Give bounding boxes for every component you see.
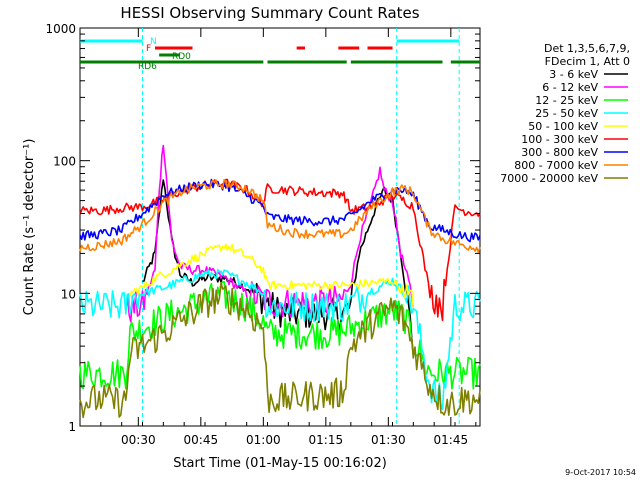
flag-label-f: F [146,44,151,54]
x-tick-label-4: 01:30 [371,433,406,447]
legend-entry-label-2: 12 - 25 keV [535,94,598,107]
series-line-4 [129,243,415,309]
flag-layer: NF RD0 RD6 [80,37,480,72]
x-tick-label-0: 00:30 [121,433,156,447]
series-line-6 [79,178,481,243]
x-axis-label: Start Time (01-May-15 00:16:02) [173,456,387,471]
legend-header-line1: Det 1,3,5,6,7,9, [544,42,630,55]
x-tick-label-1: 00:45 [184,433,219,447]
legend-entry-label-7: 800 - 7000 keV [514,159,598,172]
legend-entry-label-5: 100 - 300 keV [521,133,598,146]
saa-markers [142,28,460,426]
x-tick-label-2: 01:00 [246,433,281,447]
series-line-3 [79,268,481,411]
y-axis-label: Count Rate (s⁻¹ detector⁻¹) [22,139,37,316]
y-tick-label-2: 100 [53,155,76,169]
series-line-7 [79,179,481,253]
legend-entry-label-3: 25 - 50 keV [535,107,598,120]
legend-entry-label-0: 3 - 6 keV [549,68,598,81]
series-layer [79,144,481,419]
x-axis: 00:30 00:45 01:00 01:15 01:30 01:45 [79,28,477,447]
y-axis: 1 10 100 1000 [45,22,480,434]
plot-frame [79,27,481,427]
x-tick-label-5: 01:45 [434,433,469,447]
flag-label-rd6: RD6 [138,62,157,72]
y-tick-label-3: 1000 [45,22,76,36]
legend-entry-label-8: 7000 - 20000 keV [500,172,598,185]
flag-label-n: N [150,37,157,47]
y-tick-label-1: 10 [61,287,76,301]
legend-entry-label-6: 300 - 800 keV [521,146,598,159]
chart-title: HESSI Observing Summary Count Rates [120,4,419,22]
y-tick-label-0: 1 [68,420,76,434]
series-line-8 [79,281,481,419]
legend-entry-label-1: 6 - 12 keV [542,81,598,94]
series-line-5 [79,178,481,322]
legend-header-line2: FDecim 1, Att 0 [545,55,630,68]
date-stamp: 9-Oct-2017 10:54 [565,468,636,477]
series-line-1 [125,144,415,323]
legend-entry-label-4: 50 - 100 keV [528,120,598,133]
x-tick-label-3: 01:15 [309,433,344,447]
legend: Det 1,3,5,6,7,9, FDecim 1, Att 0 3 - 6 k… [500,42,630,185]
flag-label-rd0: RD0 [172,52,191,62]
